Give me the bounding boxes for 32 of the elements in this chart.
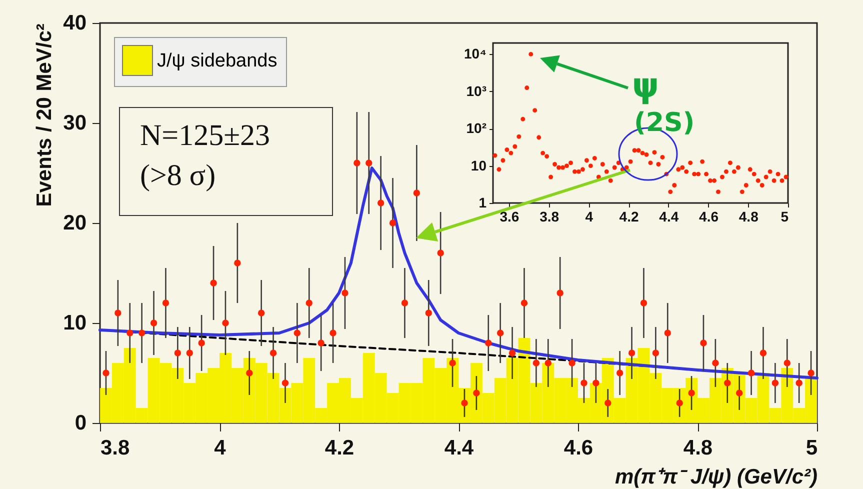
annotation: (>8 σ) [140,158,217,194]
x-tick-label: 5 [780,208,789,224]
x-tick-label: 4.2 [619,208,639,224]
x-tick-label: 4.4 [444,436,474,460]
annotation: ψ [632,66,659,106]
x-tick-label: 4.2 [324,436,354,460]
y-tick-label: 10 [470,157,487,174]
y-tick-label: 30 [63,112,86,134]
legend-label: J/ψ sidebands [157,50,278,72]
x-tick-label: 4.6 [564,436,594,460]
y-tick-label: 1 [478,194,487,210]
y-axis-title: Events / 20 MeV/c² [33,23,56,207]
y-tick-label: 10⁴ [464,46,487,62]
x-tick-label: 3.8 [540,208,560,224]
y-tick-label: 10² [466,120,487,136]
x-tick-label: 4.8 [738,208,759,224]
x-tick-label: 4.8 [683,436,713,460]
y-tick-label: 10³ [466,82,487,99]
x-tick-label: 4.4 [659,208,679,224]
annotation: (2S) [634,108,695,138]
x-tick-label: 4.6 [699,208,719,224]
y-tick-label: 10 [63,312,86,334]
y-tick-label: 40 [63,12,86,34]
annotation: N=125±23 [140,118,272,154]
y-tick-label: 20 [63,212,86,234]
x-tick-label: 3.6 [500,208,520,224]
x-tick-label: 5 [806,436,818,460]
x-tick-label: 3.8 [100,436,130,460]
x-tick-label: 4 [214,436,226,460]
x-tick-label: 4 [585,208,594,224]
x-axis-title: m(π⁺π⁻ J/ψ) (GeV/c²) [615,466,818,488]
y-tick-label: 0 [74,412,86,434]
